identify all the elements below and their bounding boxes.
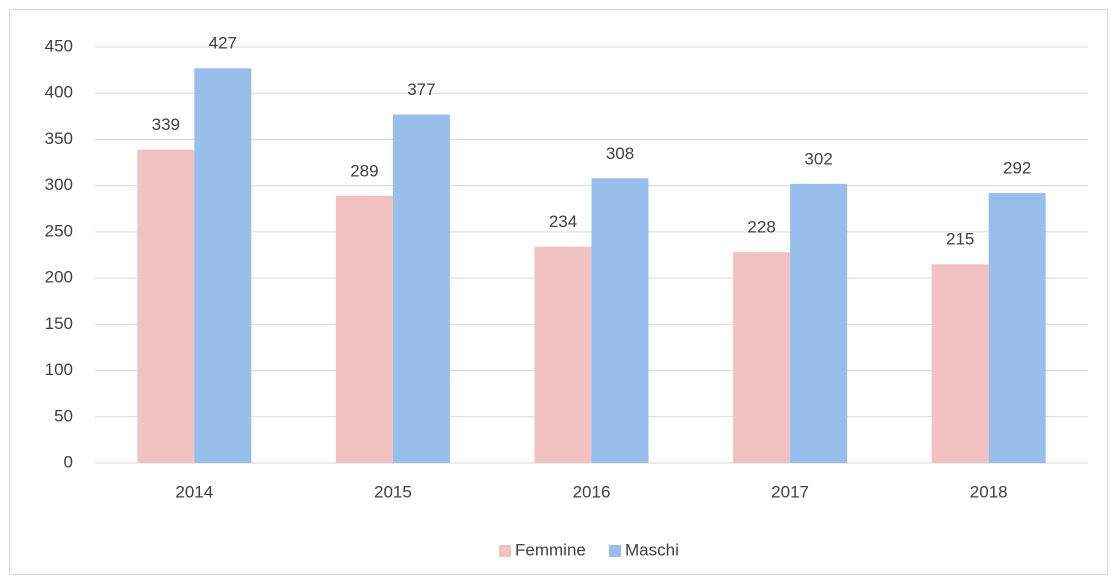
y-tick-label: 100 bbox=[45, 360, 73, 379]
y-tick-label: 300 bbox=[45, 175, 73, 194]
data-label: 308 bbox=[606, 144, 634, 163]
legend-swatch bbox=[609, 545, 621, 557]
bar bbox=[335, 195, 393, 463]
bar bbox=[988, 193, 1046, 463]
data-label: 215 bbox=[946, 230, 974, 249]
y-tick-label: 200 bbox=[45, 268, 73, 287]
bar bbox=[534, 246, 592, 463]
data-label: 234 bbox=[549, 212, 577, 231]
y-tick-label: 400 bbox=[45, 83, 73, 102]
bar bbox=[733, 252, 791, 463]
y-tick-label: 450 bbox=[45, 36, 73, 55]
y-tick-label: 350 bbox=[45, 129, 73, 148]
y-tick-label: 150 bbox=[45, 314, 73, 333]
legend-label: Femmine bbox=[515, 540, 586, 559]
x-tick-label: 2014 bbox=[175, 482, 213, 501]
data-label: 292 bbox=[1003, 159, 1031, 178]
x-tick-label: 2018 bbox=[970, 482, 1008, 501]
data-label: 339 bbox=[152, 115, 180, 134]
bar bbox=[790, 183, 848, 463]
y-tick-label: 250 bbox=[45, 221, 73, 240]
data-label: 228 bbox=[747, 218, 775, 237]
bar bbox=[931, 264, 989, 463]
legend-swatch bbox=[499, 545, 511, 557]
data-label: 289 bbox=[350, 161, 378, 180]
x-tick-label: 2016 bbox=[573, 482, 611, 501]
bar bbox=[194, 68, 252, 464]
y-tick-label: 50 bbox=[54, 406, 73, 425]
bar bbox=[591, 178, 649, 463]
bar bbox=[137, 149, 195, 463]
data-label: 302 bbox=[804, 149, 832, 168]
x-tick-label: 2017 bbox=[771, 482, 809, 501]
y-tick-label: 0 bbox=[64, 452, 73, 471]
data-label: 377 bbox=[407, 80, 435, 99]
x-tick-label: 2015 bbox=[374, 482, 412, 501]
legend-label: Maschi bbox=[625, 540, 679, 559]
bar bbox=[392, 114, 450, 464]
data-label: 427 bbox=[209, 34, 237, 53]
